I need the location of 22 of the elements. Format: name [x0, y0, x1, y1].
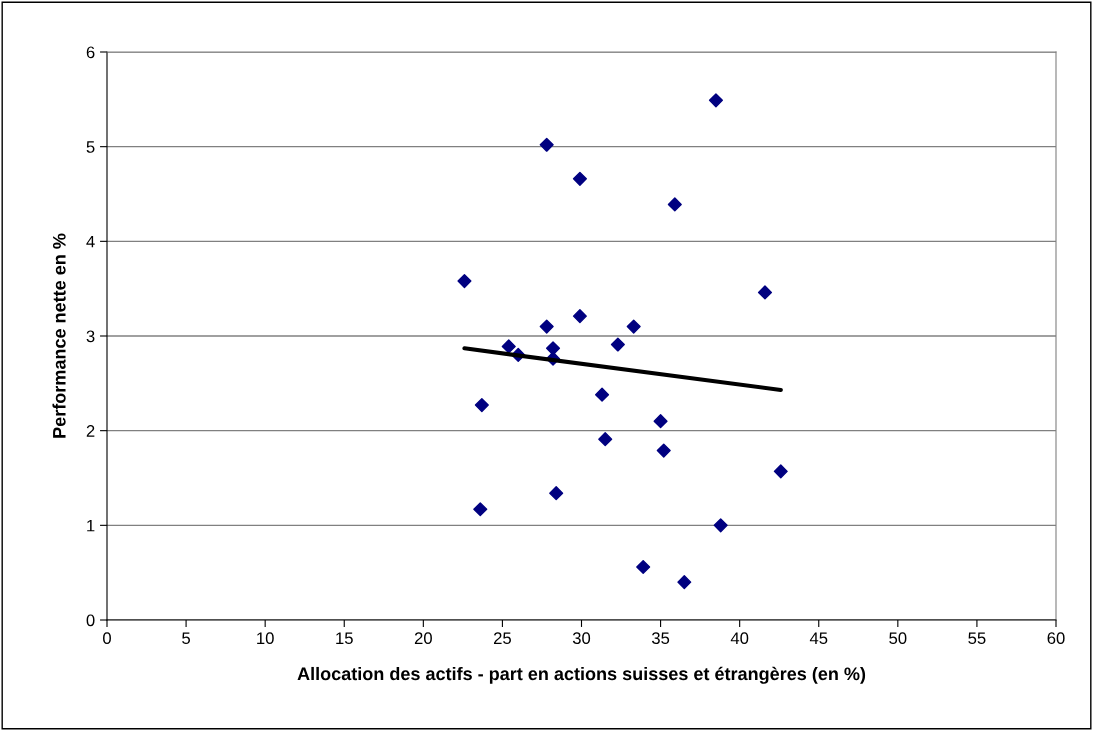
x-tick-label: 30 — [572, 632, 591, 645]
x-tick-label: 55 — [968, 632, 986, 645]
y-axis-title: Performance nette en % — [52, 233, 66, 438]
x-tick-label: 35 — [651, 632, 670, 645]
x-tick-label: 5 — [182, 632, 191, 645]
y-tick-label: 2 — [86, 425, 95, 437]
y-tick-label: 6 — [86, 46, 95, 59]
x-tick-label: 45 — [809, 632, 828, 645]
x-tick-label: 40 — [730, 632, 749, 645]
x-tick-label: 50 — [889, 632, 907, 645]
y-tick-label: 4 — [86, 235, 95, 248]
x-tick-label: 15 — [336, 632, 353, 645]
y-tick-label: 5 — [86, 141, 95, 153]
y-tick-label: 1 — [87, 519, 95, 532]
x-tick-label: 0 — [103, 632, 111, 645]
x-tick-label: 20 — [414, 632, 432, 645]
y-tick-label: 0 — [86, 614, 95, 627]
x-tick-label: 60 — [1047, 632, 1065, 645]
x-axis-title: Allocation des actifs - part en actions suisses et étrangères (en %) — [297, 666, 866, 684]
y-tick-label: 3 — [86, 330, 95, 343]
x-tick-label: 10 — [257, 632, 274, 645]
x-tick-label: 25 — [493, 632, 511, 645]
